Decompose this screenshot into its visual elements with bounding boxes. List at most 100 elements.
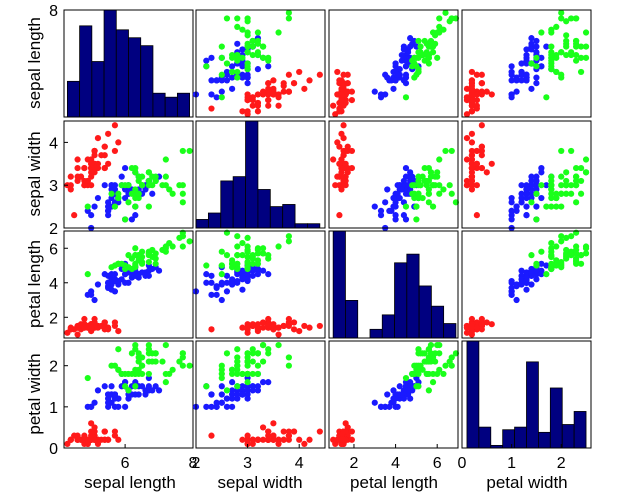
scatter-point [265, 315, 272, 323]
scatter-point [138, 362, 146, 369]
scatter-point [149, 387, 156, 394]
scatter-point [280, 322, 287, 330]
scatter-point [208, 105, 215, 112]
scatter-point [67, 326, 74, 333]
scatter-point [533, 37, 540, 45]
scatter-point [135, 173, 142, 180]
scatter-point [208, 291, 215, 298]
scatter-point [528, 281, 535, 288]
scatter-point [573, 164, 580, 172]
scatter-point [384, 391, 391, 398]
panel-frame [63, 340, 194, 449]
panel-frame [461, 340, 592, 449]
scatter-point [440, 370, 447, 378]
scatter-point [98, 436, 105, 443]
scatter-point [348, 436, 355, 443]
scatter-point [582, 29, 590, 36]
scatter-point [91, 296, 98, 304]
scatter-point [513, 296, 520, 304]
scatter-point [105, 326, 112, 333]
scatter-point [218, 391, 225, 398]
scatter-point [543, 271, 550, 278]
scatter-point [553, 23, 560, 30]
scatter-point [239, 391, 246, 398]
scatter-point [402, 374, 410, 382]
scatter-point [244, 108, 251, 115]
scatter-point [377, 212, 385, 219]
scatter-point [336, 143, 343, 150]
scatter-point [577, 164, 585, 172]
scatter-point [128, 255, 135, 262]
scatter-point [138, 258, 146, 266]
scatter-point [249, 94, 256, 101]
scatter-point [265, 97, 272, 104]
scatter-point [371, 203, 378, 210]
panel-frame [195, 120, 326, 229]
scatter-point [429, 182, 437, 189]
scatter-point [468, 108, 476, 115]
scatter-point [249, 383, 256, 390]
scatter-point [122, 383, 129, 390]
scatter-point [533, 173, 540, 180]
scatter-point [523, 286, 530, 293]
scatter-point [407, 43, 414, 50]
scatter-point [436, 182, 443, 189]
scatter-point [553, 203, 560, 210]
scatter-point [468, 324, 476, 331]
scatter-point [384, 186, 391, 193]
scatter-point [101, 428, 108, 435]
scatter-point [203, 403, 210, 410]
scatter-point [270, 321, 277, 328]
scatter-point [508, 277, 515, 285]
scatter-point [218, 262, 225, 269]
scatter-point [94, 194, 102, 202]
scatter-point [88, 403, 95, 410]
scatter-point [208, 91, 215, 98]
scatter-point [558, 190, 565, 197]
scatter-point [162, 342, 169, 349]
scatter-point [118, 182, 125, 189]
scatter-point [528, 182, 535, 189]
scatter-point [396, 383, 403, 390]
scatter-point [203, 271, 210, 278]
scatter-point [513, 283, 520, 290]
scatter-point [563, 51, 570, 59]
scatter-point [145, 370, 152, 378]
scatter-point [568, 190, 575, 197]
scatter-point [115, 436, 122, 443]
scatter-point [429, 379, 437, 386]
scatter-point [436, 156, 443, 163]
scatter-point [244, 379, 251, 386]
scatter-point [179, 233, 186, 240]
x-axis-label-petal-length: petal length [350, 473, 438, 492]
scatter-point [239, 63, 246, 70]
scatter-point [463, 182, 471, 189]
hist-bar [79, 25, 93, 118]
scatter-point [74, 436, 81, 443]
scatter-point [398, 57, 405, 64]
scatter-point [105, 436, 112, 443]
scatter-point [239, 46, 246, 53]
hist-bar [164, 96, 178, 118]
scatter-point [122, 164, 129, 172]
scatter-point [285, 428, 292, 435]
scatter-point [81, 182, 88, 189]
scatter-point [244, 97, 251, 104]
scatter-point [280, 82, 287, 90]
scatter-point [573, 255, 580, 262]
hist-bar [549, 387, 563, 449]
scatter-point [473, 91, 480, 98]
scatter-point [254, 436, 262, 443]
scatter-point [468, 102, 476, 109]
scatter-point [152, 177, 159, 185]
scatter-point [179, 243, 186, 250]
scatter-point [259, 250, 267, 257]
scatter-point [105, 403, 112, 410]
scatter-point [239, 252, 246, 259]
scatter-point [285, 71, 292, 78]
scatter-point [563, 32, 570, 39]
scatter-point [336, 108, 343, 115]
scatter-point [115, 199, 122, 206]
scatter-point [285, 321, 292, 328]
scatter-point [415, 37, 422, 45]
